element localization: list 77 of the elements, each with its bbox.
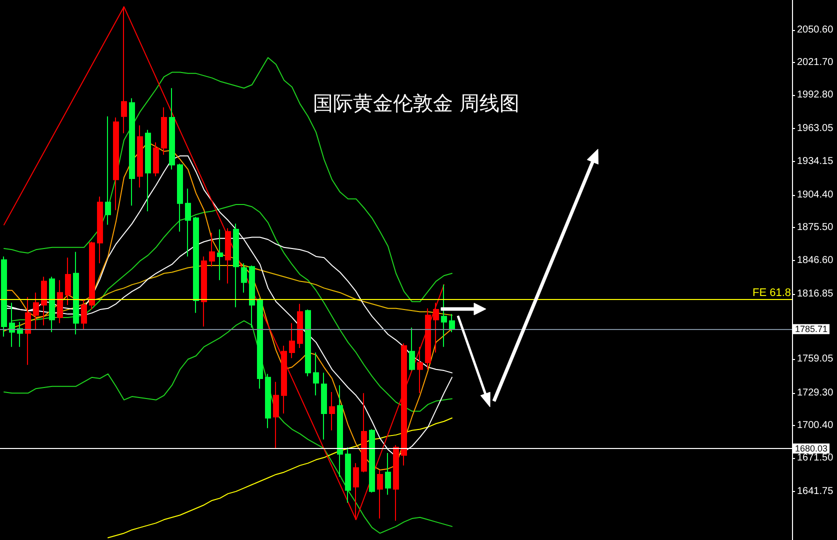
candlestick bbox=[161, 106, 167, 156]
y-tick-label: 2050.60 bbox=[797, 24, 834, 36]
candlestick bbox=[361, 392, 367, 473]
candlestick bbox=[289, 322, 295, 359]
candlestick bbox=[81, 298, 87, 330]
candlestick bbox=[73, 251, 79, 335]
candlestick bbox=[113, 116, 119, 211]
candlestick bbox=[249, 264, 255, 328]
line-series bbox=[12, 204, 452, 412]
candlestick bbox=[25, 296, 31, 366]
y-tick-label: 1641.75 bbox=[797, 486, 834, 498]
candlestick bbox=[265, 373, 271, 429]
y-tick-label: 1846.60 bbox=[797, 254, 834, 266]
line-series bbox=[4, 320, 452, 534]
candlestick bbox=[313, 352, 319, 396]
candlestick bbox=[305, 309, 311, 377]
y-tick-label: 1816.85 bbox=[797, 288, 834, 300]
y-tick-label: 1963.05 bbox=[797, 123, 834, 134]
candlestick bbox=[273, 381, 279, 449]
candlestick bbox=[145, 129, 151, 212]
candlestick bbox=[369, 428, 375, 494]
candlestick bbox=[345, 446, 351, 504]
candlestick bbox=[385, 452, 391, 496]
y-tick-label: 1904.40 bbox=[797, 189, 834, 200]
candlestick bbox=[49, 276, 55, 333]
y-tick-label: 1759.05 bbox=[797, 354, 834, 365]
candlestick bbox=[41, 276, 47, 326]
ref-line-label: 1785.71 bbox=[795, 324, 828, 334]
candlestick bbox=[217, 228, 223, 281]
candlestick bbox=[193, 216, 199, 314]
candlestick bbox=[321, 372, 327, 440]
y-tick-label: 1934.15 bbox=[797, 156, 834, 167]
y-tick-label: 1671.50 bbox=[797, 452, 834, 464]
candlestick bbox=[401, 342, 407, 466]
candlestick bbox=[433, 302, 439, 353]
candlestick bbox=[177, 163, 183, 232]
candlestick bbox=[409, 327, 415, 372]
candlestick bbox=[1, 256, 7, 338]
candlestick bbox=[153, 142, 159, 177]
y-tick-label: 1875.50 bbox=[797, 222, 834, 234]
candlestick bbox=[169, 88, 175, 170]
candlestick bbox=[129, 98, 135, 206]
candlestick bbox=[33, 292, 39, 330]
candlestick bbox=[425, 308, 431, 370]
candlestick bbox=[241, 262, 247, 294]
candlestick bbox=[201, 256, 207, 327]
candlestick bbox=[65, 257, 71, 306]
candlestick bbox=[9, 302, 15, 348]
candlestick bbox=[209, 232, 215, 268]
candlestick bbox=[329, 392, 335, 431]
candlestick bbox=[97, 196, 103, 264]
candlestick bbox=[105, 116, 111, 226]
ref-line-label: 1680.03 bbox=[795, 443, 828, 454]
candlestick bbox=[337, 384, 343, 478]
line-series bbox=[4, 57, 452, 302]
candlestick bbox=[393, 444, 399, 522]
candlestick bbox=[225, 228, 231, 284]
text: 国际黄金伦敦金 周线图 bbox=[313, 91, 520, 115]
candlestick bbox=[449, 314, 455, 333]
candlestick bbox=[57, 280, 63, 324]
y-tick-label: 1992.80 bbox=[797, 90, 834, 101]
candlestick bbox=[257, 298, 263, 390]
candlestick bbox=[441, 284, 447, 348]
line-series bbox=[4, 264, 452, 332]
candlestick bbox=[417, 346, 423, 394]
y-tick-label: 1729.30 bbox=[797, 387, 834, 398]
y-tick-label: 2021.70 bbox=[797, 56, 834, 68]
candlestick bbox=[89, 241, 95, 310]
candlestick bbox=[185, 188, 191, 257]
candlestick bbox=[281, 345, 287, 414]
y-tick-label: 1700.40 bbox=[797, 420, 834, 431]
candlestick bbox=[297, 303, 303, 348]
line-series bbox=[108, 417, 452, 538]
candlestick bbox=[377, 469, 383, 520]
candlestick bbox=[233, 223, 239, 308]
ref-line-label: FE 61.8 bbox=[752, 286, 791, 299]
candlestick bbox=[137, 124, 143, 188]
